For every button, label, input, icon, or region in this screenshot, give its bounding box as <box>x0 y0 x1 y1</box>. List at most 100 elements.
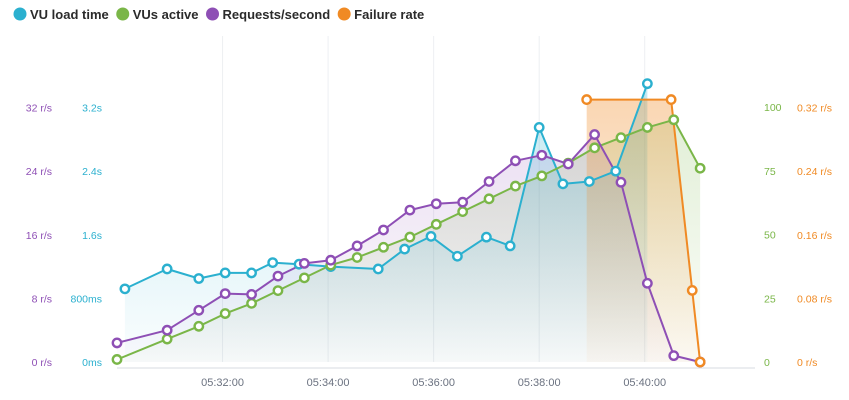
y-tick-label-failure: 0.32 r/s <box>797 103 832 115</box>
y-tick-label-requests: 24 r/s <box>26 166 52 178</box>
legend[interactable]: VU load time VUs active Requests/second Fai… <box>13 7 425 22</box>
y-tick-label-vus: 50 <box>764 230 776 242</box>
series-area <box>586 99 701 363</box>
data-point[interactable] <box>686 285 698 296</box>
data-point[interactable] <box>325 254 337 266</box>
data-point[interactable] <box>404 204 416 216</box>
data-point[interactable] <box>694 162 706 174</box>
y-tick-label-vus: 75 <box>764 166 776 178</box>
data-point[interactable] <box>351 240 363 252</box>
data-point[interactable] <box>451 250 463 262</box>
data-point[interactable] <box>641 277 653 289</box>
x-tick-label: 05:40:00 <box>623 377 666 389</box>
data-point[interactable] <box>483 176 495 187</box>
y-tick-label-load-time: 2.4s <box>82 166 102 178</box>
series-points <box>111 78 706 368</box>
data-point[interactable] <box>457 196 469 208</box>
data-point[interactable] <box>504 240 516 252</box>
data-point[interactable] <box>583 176 595 187</box>
data-point[interactable] <box>457 206 469 217</box>
data-point[interactable] <box>378 224 389 236</box>
data-point[interactable] <box>161 324 173 336</box>
data-point[interactable] <box>219 308 231 319</box>
data-point[interactable] <box>298 257 310 269</box>
data-point[interactable] <box>589 129 600 140</box>
data-point[interactable] <box>533 122 545 133</box>
data-point[interactable] <box>694 356 706 368</box>
data-point[interactable] <box>536 149 548 161</box>
data-point[interactable] <box>246 267 257 279</box>
y-tick-label-failure: 0.08 r/s <box>797 293 832 305</box>
legend-label: VU load time <box>30 7 109 22</box>
data-point[interactable] <box>557 178 569 190</box>
y-tick-label-load-time: 0ms <box>82 357 102 369</box>
series-areas <box>117 83 701 363</box>
data-point[interactable] <box>562 158 574 170</box>
data-point[interactable] <box>615 132 627 144</box>
data-point[interactable] <box>668 350 680 362</box>
data-point[interactable] <box>272 270 284 282</box>
x-tick-label: 05:32:00 <box>201 377 244 389</box>
data-point[interactable] <box>161 333 173 345</box>
data-point[interactable] <box>483 193 495 205</box>
legend-swatch-icon <box>337 7 351 21</box>
y-tick-label-load-time: 800ms <box>70 293 102 305</box>
data-point[interactable] <box>399 243 411 255</box>
data-point[interactable] <box>668 114 680 126</box>
data-point[interactable] <box>351 252 363 263</box>
data-point[interactable] <box>161 263 173 275</box>
y-tick-label-requests: 8 r/s <box>32 293 52 305</box>
data-point[interactable] <box>246 297 257 309</box>
data-point[interactable] <box>641 78 653 90</box>
data-point[interactable] <box>119 283 131 295</box>
data-point[interactable] <box>193 304 205 316</box>
data-point[interactable] <box>111 354 123 365</box>
data-point[interactable] <box>272 285 284 297</box>
legend-item[interactable]: VU load time <box>13 7 109 22</box>
legend-swatch-icon <box>206 7 220 21</box>
data-point[interactable] <box>267 257 279 268</box>
data-point[interactable] <box>193 273 205 284</box>
data-point[interactable] <box>641 122 653 133</box>
data-point[interactable] <box>510 155 521 167</box>
data-point[interactable] <box>425 230 437 242</box>
y-tick-label-load-time: 1.6s <box>82 230 102 242</box>
legend-swatch-icon <box>116 7 130 21</box>
legend-item[interactable]: VUs active <box>116 7 199 22</box>
data-point[interactable] <box>111 337 123 349</box>
x-tick-label: 05:38:00 <box>518 377 561 389</box>
data-point[interactable] <box>430 198 442 210</box>
data-point[interactable] <box>589 142 600 154</box>
legend-item[interactable]: Requests/second <box>206 7 330 22</box>
y-tick-label-vus: 100 <box>764 102 782 114</box>
data-point[interactable] <box>219 288 231 300</box>
data-point[interactable] <box>193 320 205 332</box>
data-point[interactable] <box>378 241 389 253</box>
series-line <box>116 118 701 361</box>
data-point[interactable] <box>510 180 521 192</box>
series-line <box>586 98 702 363</box>
data-point[interactable] <box>610 165 622 177</box>
y-tick-label-failure: 0.16 r/s <box>797 230 832 242</box>
series-area <box>124 83 648 363</box>
data-point[interactable] <box>615 176 627 188</box>
data-point[interactable] <box>665 94 677 105</box>
y-tick-label-failure: 0.24 r/s <box>797 166 832 178</box>
y-tick-label-vus: 25 <box>764 293 776 305</box>
y-tick-label-load-time: 3.2s <box>82 103 102 115</box>
data-point[interactable] <box>430 218 442 230</box>
series-line <box>116 133 701 363</box>
data-point[interactable] <box>219 267 231 279</box>
data-point[interactable] <box>581 94 593 105</box>
data-point[interactable] <box>481 231 492 243</box>
legend-item[interactable]: Failure rate <box>337 7 425 22</box>
data-point[interactable] <box>536 170 548 182</box>
data-point[interactable] <box>372 263 384 275</box>
data-point[interactable] <box>246 289 257 300</box>
data-point[interactable] <box>404 231 416 243</box>
data-point[interactable] <box>298 272 310 284</box>
y-tick-label-requests: 0 r/s <box>32 357 52 369</box>
y-tick-label-requests: 32 r/s <box>26 103 52 115</box>
legend-swatch-icon <box>13 7 27 21</box>
